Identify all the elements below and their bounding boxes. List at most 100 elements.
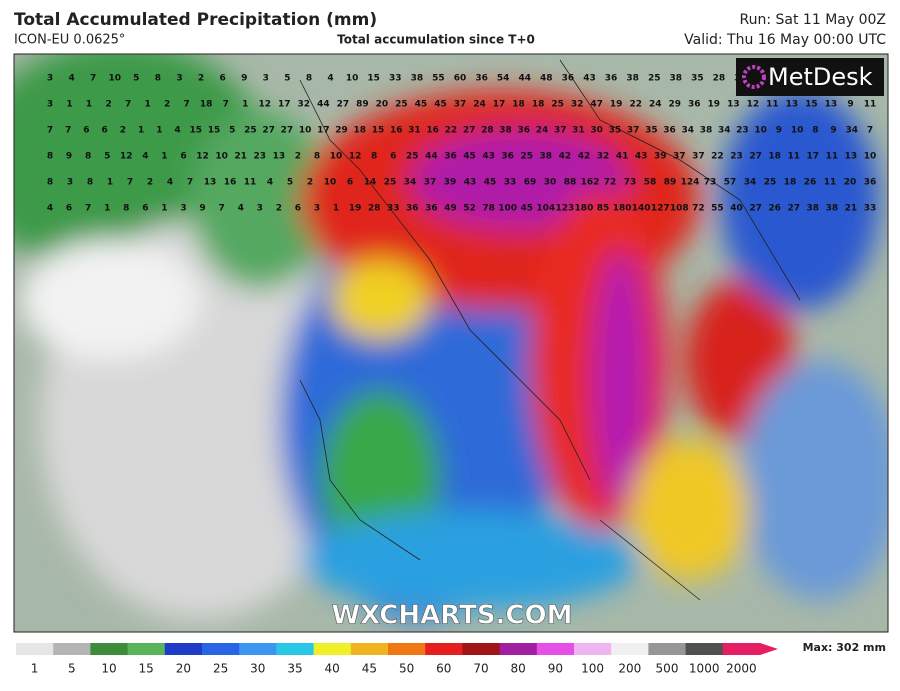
map-value: 104 xyxy=(536,204,555,214)
legend-label: 50 xyxy=(399,662,414,676)
map-value: 28 xyxy=(368,204,381,214)
map-value: 38 xyxy=(670,74,683,84)
map-value: 11 xyxy=(826,152,839,162)
map-value: 12 xyxy=(258,100,271,110)
map-value: 16 xyxy=(224,178,237,188)
map-value: 29 xyxy=(335,126,348,136)
map-value: 36 xyxy=(688,100,701,110)
map-value: 38 xyxy=(411,74,424,84)
map-value: 36 xyxy=(444,152,457,162)
map-value: 12 xyxy=(196,152,209,162)
map-value: 27 xyxy=(749,152,762,162)
map-value: 34 xyxy=(846,126,859,136)
map-value: 1 xyxy=(138,126,144,136)
legend-label: 2000 xyxy=(726,662,757,676)
map-value: 27 xyxy=(337,100,350,110)
map-value: 8 xyxy=(306,74,312,84)
map-value: 4 xyxy=(68,74,74,84)
legend-label: 80 xyxy=(511,662,526,676)
map-value: 23 xyxy=(254,152,267,162)
legend-swatch xyxy=(425,643,463,655)
watermark: WXCHARTS.COM xyxy=(331,601,572,631)
map-value: 89 xyxy=(356,100,369,110)
map-value: 10 xyxy=(215,152,228,162)
map-value: 27 xyxy=(787,204,800,214)
map-value: 48 xyxy=(540,74,553,84)
map-value: 43 xyxy=(482,152,495,162)
map-value: 7 xyxy=(90,74,96,84)
map-value: 19 xyxy=(349,204,362,214)
map-value: 32 xyxy=(571,100,584,110)
subtitle: Total accumulation since T+0 xyxy=(337,33,535,47)
map-value: 27 xyxy=(281,126,294,136)
map-value: 4 xyxy=(47,204,53,214)
map-value: 37 xyxy=(627,126,640,136)
map-value: 25 xyxy=(395,100,408,110)
map-value: 41 xyxy=(616,152,629,162)
legend-label: 100 xyxy=(581,662,604,676)
map-value: 11 xyxy=(766,100,779,110)
map-value: 44 xyxy=(317,100,330,110)
map-value: 1 xyxy=(107,178,113,188)
map-value: 21 xyxy=(234,152,247,162)
map-value: 8 xyxy=(812,126,818,136)
legend-swatch xyxy=(350,643,389,655)
map-value: 17 xyxy=(493,100,506,110)
map-value: 7 xyxy=(47,126,53,136)
map-value: 4 xyxy=(238,204,244,214)
legend-swatch xyxy=(16,643,54,655)
map-value: 25 xyxy=(764,178,777,188)
map-value: 58 xyxy=(644,178,657,188)
map-value: 36 xyxy=(518,126,531,136)
map-value: 13 xyxy=(273,152,286,162)
map-value: 23 xyxy=(730,152,743,162)
legend-swatch xyxy=(611,643,649,655)
legend-swatch xyxy=(499,643,538,655)
map-value: 5 xyxy=(284,74,290,84)
map-value: 11 xyxy=(787,152,800,162)
map-value: 4 xyxy=(167,178,173,188)
map-value: 36 xyxy=(562,74,575,84)
map-value: 10 xyxy=(346,74,359,84)
map-value: 37 xyxy=(424,178,437,188)
map-value: 28 xyxy=(481,126,494,136)
map-value: 3 xyxy=(47,100,53,110)
map-value: 6 xyxy=(390,152,396,162)
map-value: 10 xyxy=(108,74,121,84)
map-value: 12 xyxy=(349,152,362,162)
map-value: 4 xyxy=(267,178,273,188)
map-value: 32 xyxy=(298,100,311,110)
logo: MetDesk xyxy=(768,63,873,91)
map-value: 13 xyxy=(727,100,740,110)
legend-swatch xyxy=(53,643,91,655)
map-value: 22 xyxy=(629,100,642,110)
map-value: 4 xyxy=(174,126,180,136)
map-value: 34 xyxy=(744,178,757,188)
legend-label: 1000 xyxy=(689,662,720,676)
legend-arrow xyxy=(760,643,778,655)
map-value: 3 xyxy=(314,204,320,214)
map-value: 1 xyxy=(156,126,162,136)
map-value: 18 xyxy=(354,126,367,136)
map-value: 180 xyxy=(613,204,632,214)
map-value: 13 xyxy=(845,152,858,162)
map-value: 57 xyxy=(724,178,737,188)
map-value: 25 xyxy=(551,100,564,110)
legend-label: 35 xyxy=(287,662,302,676)
map-value: 6 xyxy=(180,152,186,162)
map-value: 7 xyxy=(218,204,224,214)
map-value: 36 xyxy=(864,178,877,188)
map-value: 12 xyxy=(120,152,133,162)
map-value: 11 xyxy=(824,178,837,188)
map-value: 69 xyxy=(524,178,537,188)
legend-swatch xyxy=(388,643,426,655)
map-value: 38 xyxy=(807,204,820,214)
legend-label: 500 xyxy=(656,662,679,676)
map-value: 27 xyxy=(749,204,762,214)
map-value: 38 xyxy=(626,74,639,84)
map-value: 9 xyxy=(847,100,853,110)
map-value: 21 xyxy=(845,204,858,214)
map-value: 28 xyxy=(713,74,726,84)
